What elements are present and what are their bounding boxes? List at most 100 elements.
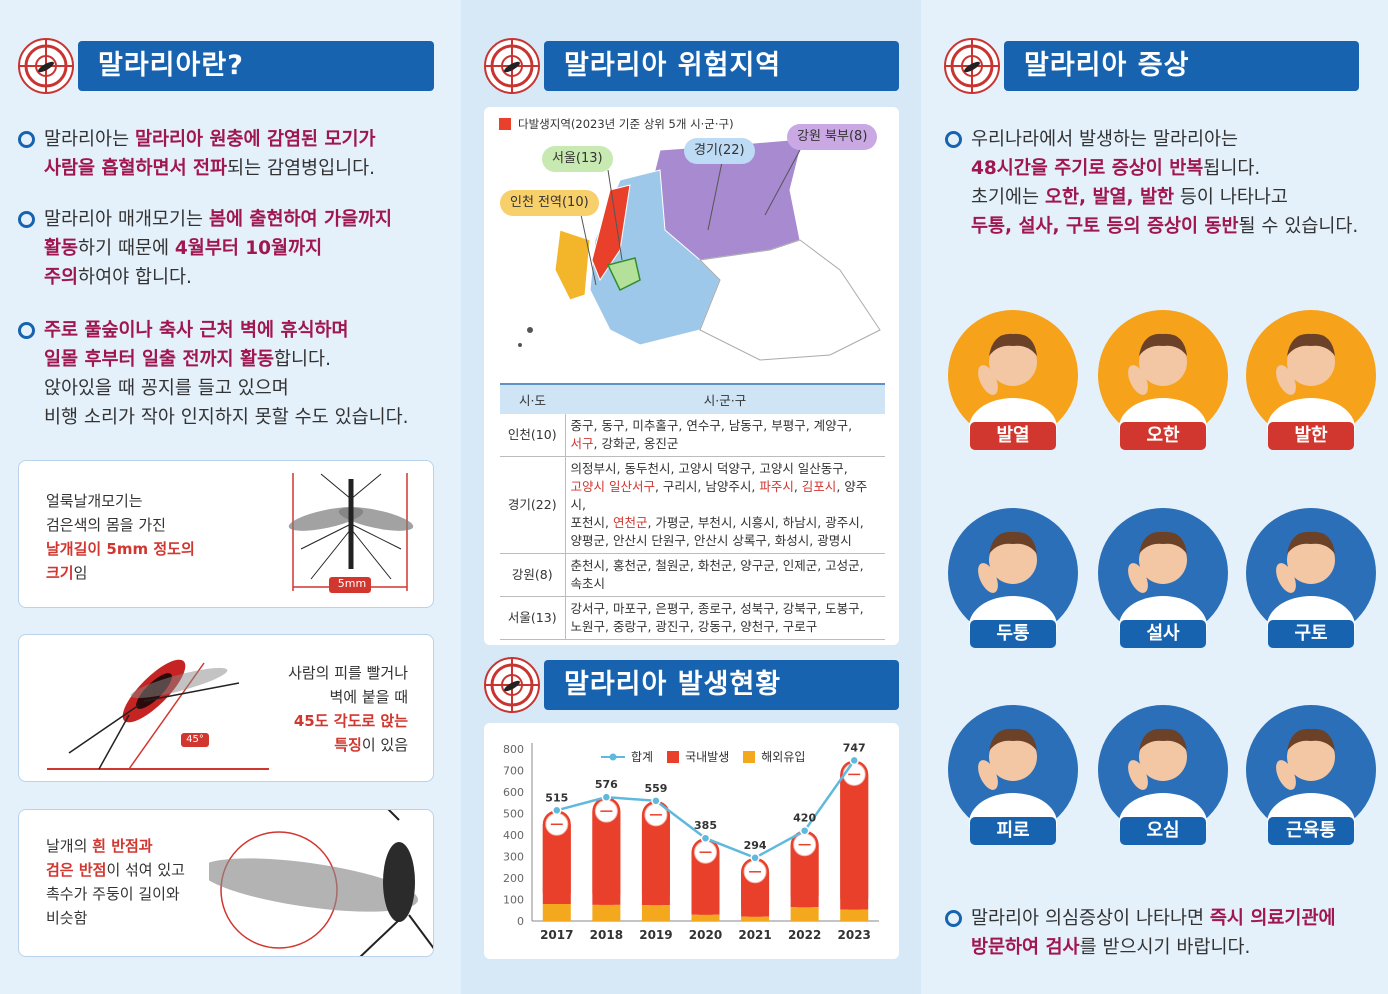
legend-swatch	[667, 750, 680, 763]
bar-overseas	[790, 907, 819, 921]
risk-area-map	[518, 139, 881, 361]
highlight: 주의	[44, 267, 79, 288]
mosquito-target-icon	[944, 38, 1000, 94]
symptom-label: 오한	[1120, 422, 1206, 450]
sido-cell: 강원(8)	[500, 553, 566, 597]
text: 됩니다.	[1203, 158, 1261, 179]
y-tick-label: 100	[503, 894, 524, 907]
highlight: 파주시	[759, 479, 794, 494]
text: , 양주시,	[570, 479, 868, 512]
map-legend: 다발생지역(2023년 기준 상위 5개 시·군·구)	[518, 117, 734, 131]
bullet-visit-hospital: 말라리아 의심증상이 나타나면 즉시 의료기관에 방문하여 검사를 받으시기 바…	[945, 904, 1371, 962]
y-tick-label: 400	[503, 829, 524, 842]
symptom-illustration	[948, 508, 1078, 656]
highlight: 특징	[334, 736, 362, 754]
symptom-label: 피로	[970, 817, 1056, 845]
text: 노원구, 중랑구, 광진구, 강동구, 양천구, 구로구	[570, 619, 818, 634]
x-tick-label: 2023	[838, 928, 871, 942]
symptom-label: 오심	[1120, 817, 1206, 845]
text: 등이 나타나고	[1174, 187, 1288, 208]
highlight: 일몰 후부터 일출 전까지 활동	[44, 349, 275, 370]
bullet-definition: 말라리아는 말라리아 원충에 감염된 모기가 사람을 흡혈하면서 전파되는 감염…	[18, 125, 444, 183]
text: 를 받으시기 바랍니다.	[1079, 937, 1251, 958]
legend-line-marker	[601, 753, 625, 760]
mosquito-target-icon	[18, 38, 74, 94]
occurrence-bar-chart: 800 700 600 500 400 300 200 100 0 2017 2018 2019 202…	[503, 741, 879, 942]
symptom-illustration	[1098, 705, 1228, 853]
sido-cell: 경기(22)	[500, 456, 566, 554]
section-header-risk-area: 말라리아 위험지역	[484, 38, 899, 94]
table-row: 강원(8) 춘천시, 홍천군, 철원군, 화천군, 양구군, 인제군, 고성군,…	[500, 553, 885, 597]
table-row: 서울(13) 강서구, 마포구, 은평구, 종로구, 성북구, 강북구, 도봉구…	[500, 596, 885, 640]
text: 하기 때문에	[78, 238, 175, 259]
legend-swatch	[499, 118, 511, 130]
bullet-habit: 주로 풀숲이나 축사 근처 벽에 휴식하며 일몰 후부터 일출 전까지 활동합니…	[18, 316, 454, 432]
pill-gyeonggi: 경기(22)	[684, 138, 755, 164]
person-icon	[1119, 728, 1207, 853]
mosquito-target-icon	[484, 38, 540, 94]
symptom-illustration	[948, 705, 1078, 853]
highlight: 두통, 설사, 구토 등의 증상이 동반	[971, 216, 1239, 237]
text: 임	[73, 564, 88, 582]
text: 사람의 피를 빨거나	[288, 664, 408, 682]
text: , 강화군, 옹진군	[593, 436, 679, 451]
text: 하여야 합니다.	[78, 267, 192, 288]
text: 말라리아는	[44, 129, 135, 150]
x-tick-label: 2019	[639, 928, 672, 942]
legend-overseas: 해외유입	[761, 750, 806, 764]
highlight: 활동	[44, 238, 79, 259]
text: 될 수 있습니다.	[1238, 216, 1359, 237]
highlight: 말라리아 원충에 감염된 모기가	[134, 129, 376, 150]
card-mosquito-size: 얼룩날개모기는 검은색의 몸을 가진 날개길이 5mm 정도의 크기임 5mm	[18, 460, 434, 608]
text: 앉아있을 때 꽁지를 들고 있으며	[44, 378, 289, 399]
symptom-label: 구토	[1268, 620, 1354, 648]
highlight: 48시간을 주기로 증상이 반복	[971, 158, 1204, 179]
highlight: 45도 각도로 앉는	[293, 712, 408, 730]
card-text: 날개의 흰 반점과 검은 반점이 섞여 있고 촉수가 주둥이 길이와 비슷함	[46, 834, 185, 930]
sigungu-cell: 의정부시, 동두천시, 고양시 덕양구, 고양시 일산동구, 고양시 일산서구, …	[565, 456, 885, 554]
highlight: 크기	[46, 564, 74, 582]
text: 중구, 동구, 미추홀구, 연수구, 남동구, 부평구, 계양구,	[570, 418, 853, 433]
size-label: 5mm	[337, 577, 367, 590]
highlight: 봄에 출현하여 가을까지	[208, 209, 393, 230]
person-icon	[1267, 333, 1355, 458]
card-mosquito-wing: 날개의 흰 반점과 검은 반점이 섞여 있고 촉수가 주둥이 길이와 비슷함	[18, 809, 434, 957]
section-title: 말라리아 발생현황	[544, 660, 899, 710]
person-icon	[1267, 531, 1355, 656]
y-tick-label: 200	[503, 872, 524, 885]
bar-domestic-body	[641, 814, 670, 906]
total-point	[849, 755, 859, 766]
text: 포천시,	[570, 515, 613, 530]
mosquito-side-view-illustration	[47, 659, 269, 770]
text: 비행 소리가 작아 인지하지 못할 수도 있습니다.	[44, 407, 409, 428]
y-tick-label: 0	[517, 915, 524, 928]
total-data-label: 515	[545, 791, 568, 804]
total-point	[651, 796, 661, 806]
pill-incheon: 인천 전역(10)	[500, 190, 599, 216]
text: 속초시	[570, 576, 606, 591]
text: 춘천시, 홍천군, 철원군, 화천군, 양구군, 인제군, 고성군,	[570, 558, 864, 573]
text: 이 섞여 있고	[106, 861, 185, 879]
text: 이 있음	[361, 736, 408, 754]
symptom-illustration	[1098, 508, 1228, 656]
highlight: 주로 풀숲이나 축사 근처 벽에 휴식하며	[44, 320, 349, 341]
total-data-label: 747	[843, 741, 866, 754]
total-data-label: 420	[793, 812, 816, 825]
person-icon	[1119, 333, 1207, 458]
highlight: 날개길이 5mm 정도의	[46, 540, 195, 558]
symptom-illustration	[1246, 508, 1376, 656]
mosquito-wing-closeup-illustration	[209, 810, 433, 956]
text: 얼룩날개모기는	[46, 492, 143, 510]
legend-swatch	[743, 750, 756, 763]
bullet-circle-icon	[18, 211, 35, 228]
total-point	[750, 853, 760, 863]
legend-total: 합계	[631, 750, 654, 764]
text: , 가평군, 부천시, 시흥시, 하남시, 광주시,	[647, 515, 864, 530]
text: 검은색의 몸을 가진	[46, 516, 166, 534]
text: ,	[793, 479, 802, 494]
person-icon	[969, 531, 1057, 656]
total-point	[799, 825, 810, 836]
bar-overseas	[691, 914, 720, 921]
symptom-illustration	[1246, 310, 1376, 458]
x-tick-label: 2017	[540, 928, 573, 942]
